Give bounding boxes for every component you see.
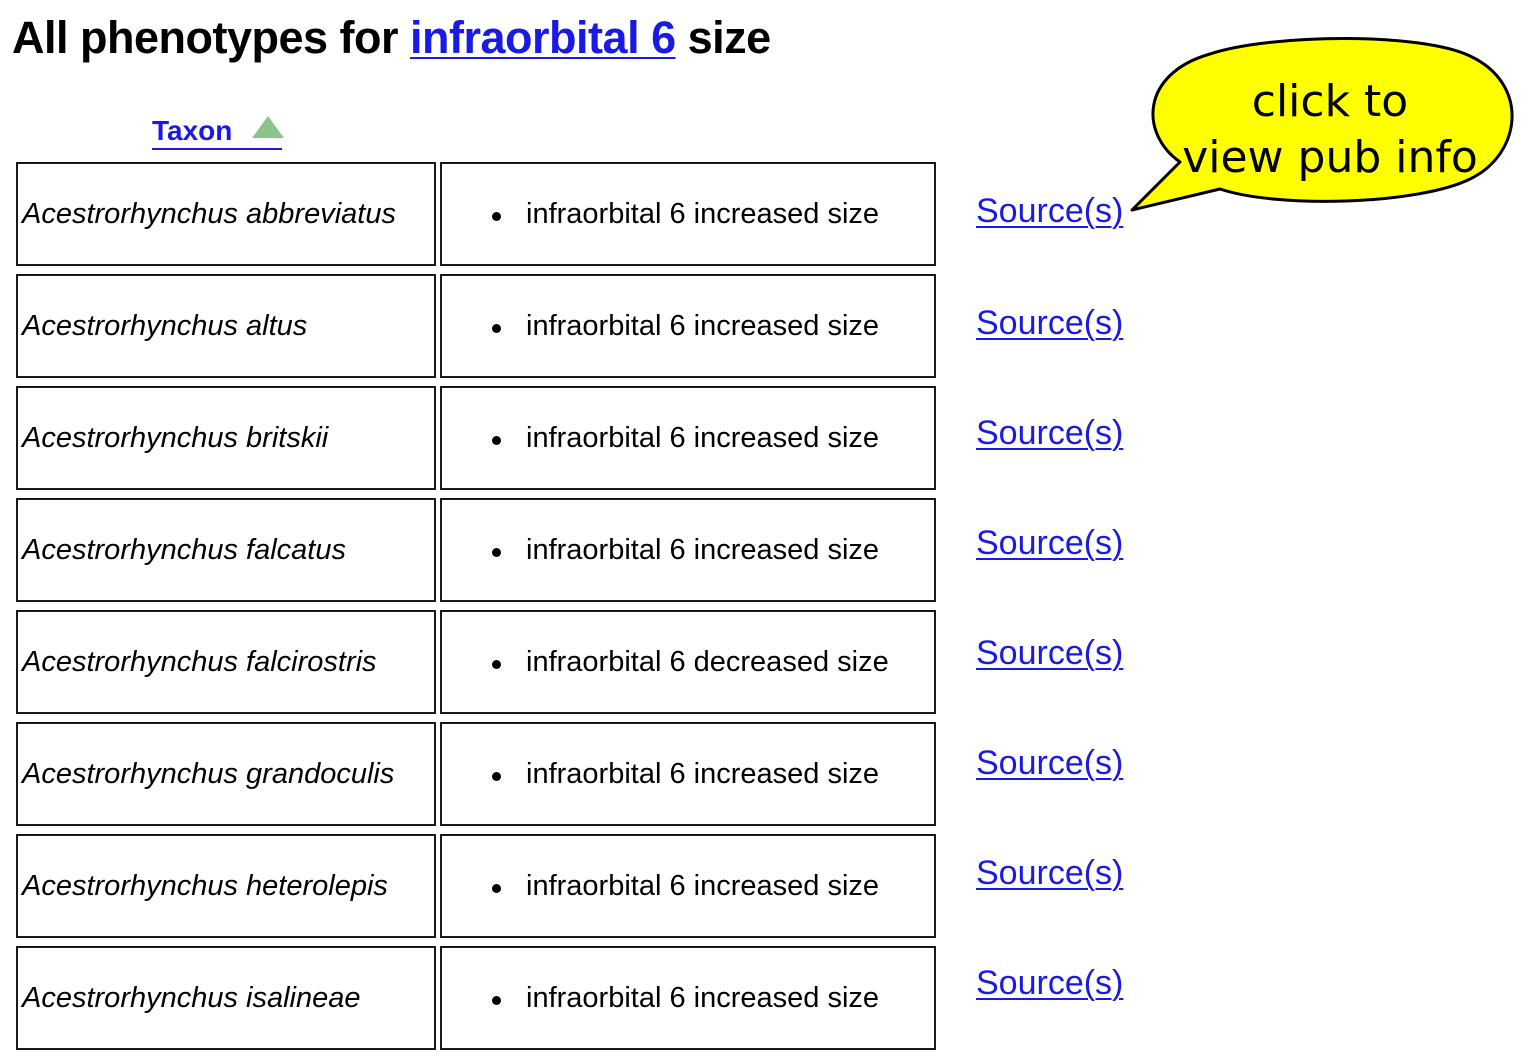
table-row: Acestrorhynchus isalineae infraorbital 6… [0, 946, 1522, 1054]
phenotype-cell: infraorbital 6 increased size [440, 834, 936, 938]
sort-ascending-icon [252, 116, 285, 138]
source-link[interactable]: Source(s) [976, 964, 1124, 1002]
title-suffix: size [687, 12, 772, 63]
source-link[interactable]: Source(s) [976, 304, 1124, 342]
bullet-icon [492, 212, 501, 221]
phenotype-cell: infraorbital 6 increased size [440, 946, 936, 1050]
taxon-cell: Acestrorhynchus altus [16, 274, 436, 378]
bullet-icon [492, 548, 501, 557]
source-link[interactable]: Source(s) [976, 192, 1124, 230]
phenotype-cell: infraorbital 6 decreased size [440, 610, 936, 714]
phenotype-cell: infraorbital 6 increased size [440, 498, 936, 602]
title-prefix: All phenotypes for [12, 12, 399, 63]
term-link[interactable]: infraorbital 6 [410, 12, 676, 63]
phenotype-cell: infraorbital 6 increased size [440, 274, 936, 378]
speech-bubble-icon [1130, 37, 1514, 212]
source-link[interactable]: Source(s) [976, 854, 1124, 892]
phenotype-cell: infraorbital 6 increased size [440, 386, 936, 490]
taxon-cell: Acestrorhynchus britskii [16, 386, 436, 490]
taxon-cell: Acestrorhynchus falcatus [16, 498, 436, 602]
table-row: Acestrorhynchus grandoculis infraorbital… [0, 722, 1522, 830]
source-link[interactable]: Source(s) [976, 524, 1124, 562]
table-row: Acestrorhynchus altus infraorbital 6 inc… [0, 274, 1522, 382]
bullet-icon [492, 436, 501, 445]
phenotype-text: infraorbital 6 increased size [526, 309, 880, 342]
table-row: Acestrorhynchus falcirostris infraorbita… [0, 610, 1522, 718]
table-row: Acestrorhynchus britskii infraorbital 6 … [0, 386, 1522, 494]
table-row: Acestrorhynchus falcatus infraorbital 6 … [0, 498, 1522, 606]
callout-bubble: click to view pub info [1120, 34, 1522, 224]
source-link[interactable]: Source(s) [976, 414, 1124, 452]
taxon-sort-header[interactable]: Taxon [152, 114, 285, 150]
taxon-column-label[interactable]: Taxon [152, 115, 233, 146]
phenotype-cell: infraorbital 6 increased size [440, 722, 936, 826]
callout-line-2: view pub info [1182, 132, 1478, 183]
taxon-cell: Acestrorhynchus falcirostris [16, 610, 436, 714]
taxon-cell: Acestrorhynchus abbreviatus [16, 162, 436, 266]
phenotype-text: infraorbital 6 increased size [526, 981, 880, 1014]
callout-line-1: click to [1251, 76, 1409, 127]
phenotype-text: infraorbital 6 increased size [526, 533, 880, 566]
bullet-icon [492, 884, 501, 893]
phenotype-text: infraorbital 6 increased size [526, 421, 880, 454]
page-title: All phenotypes for infraorbital 6 size [12, 12, 771, 64]
taxon-cell: Acestrorhynchus isalineae [16, 946, 436, 1050]
phenotype-text: infraorbital 6 increased size [526, 757, 880, 790]
bullet-icon [492, 660, 501, 669]
bullet-icon [492, 324, 501, 333]
table-row: Acestrorhynchus abbreviatus infraorbital… [0, 162, 1522, 270]
phenotype-text: infraorbital 6 decreased size [526, 645, 889, 678]
source-link[interactable]: Source(s) [976, 634, 1124, 672]
bullet-icon [492, 772, 501, 781]
table-row: Acestrorhynchus heterolepis infraorbital… [0, 834, 1522, 942]
taxon-cell: Acestrorhynchus heterolepis [16, 834, 436, 938]
phenotype-cell: infraorbital 6 increased size [440, 162, 936, 266]
callout-text: click to view pub info [1172, 74, 1488, 186]
source-link[interactable]: Source(s) [976, 744, 1124, 782]
taxon-cell: Acestrorhynchus grandoculis [16, 722, 436, 826]
bullet-icon [492, 996, 501, 1005]
phenotype-text: infraorbital 6 increased size [526, 197, 880, 230]
phenotype-text: infraorbital 6 increased size [526, 869, 880, 902]
